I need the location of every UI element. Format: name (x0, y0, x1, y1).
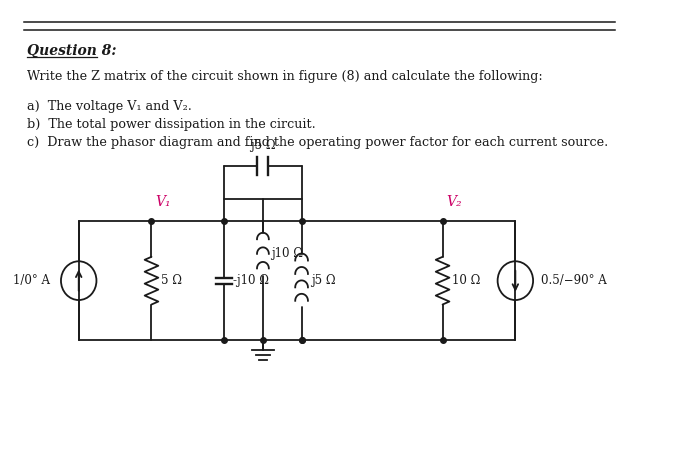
Text: V₁: V₁ (155, 195, 171, 209)
Text: c)  Draw the phasor diagram and find the operating power factor for each current: c) Draw the phasor diagram and find the … (27, 136, 608, 148)
Text: 0.5/−90° A: 0.5/−90° A (541, 274, 607, 287)
Text: Write the Z matrix of the circuit shown in figure (8) and calculate the followin: Write the Z matrix of the circuit shown … (27, 70, 542, 83)
Text: -j10 Ω: -j10 Ω (233, 274, 270, 287)
Text: j5 Ω: j5 Ω (311, 274, 335, 287)
Text: 5 Ω: 5 Ω (160, 274, 181, 287)
Text: V₂: V₂ (446, 195, 462, 209)
Text: b)  The total power dissipation in the circuit.: b) The total power dissipation in the ci… (27, 118, 316, 131)
Text: j10 Ω: j10 Ω (271, 247, 303, 260)
Text: Question 8:: Question 8: (27, 44, 116, 58)
Text: 1/0° A: 1/0° A (13, 274, 50, 287)
Text: -j5 Ω: -j5 Ω (246, 139, 275, 152)
Text: 10 Ω: 10 Ω (452, 274, 480, 287)
Text: a)  The voltage V₁ and V₂.: a) The voltage V₁ and V₂. (27, 100, 192, 113)
